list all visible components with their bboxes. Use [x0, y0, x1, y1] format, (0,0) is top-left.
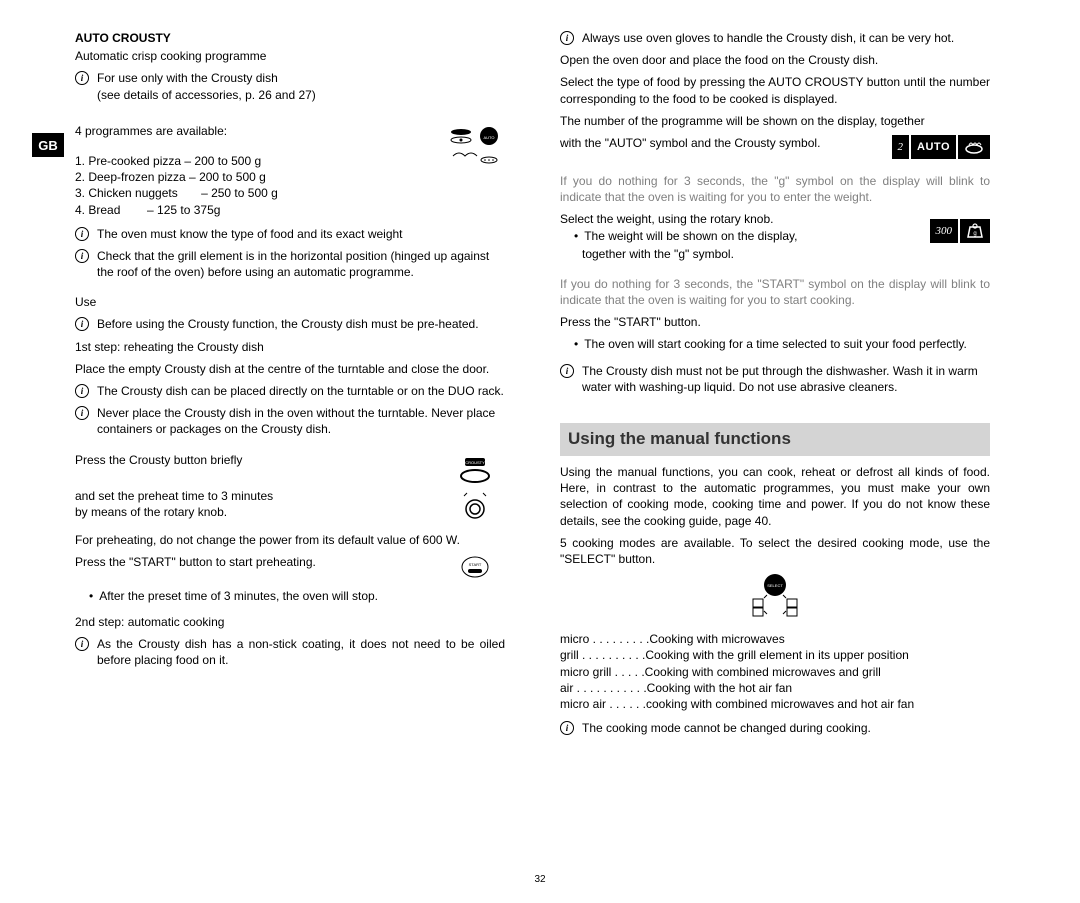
select-type: Select the type of food by pressing the …	[560, 74, 990, 106]
svg-text:AUTO: AUTO	[483, 135, 494, 140]
mode-air: air . . . . . . . . . . .Cooking with th…	[560, 680, 990, 696]
select-weight: Select the weight, using the rotary knob…	[560, 211, 928, 227]
rotary-knob-icon	[445, 488, 505, 524]
bullet-text: After the preset time of 3 minutes, the …	[99, 588, 378, 604]
mode-micro-grill: micro grill . . . . .Cooking with combin…	[560, 664, 990, 680]
info-grill-horizontal: Check that the grill element is in the h…	[75, 248, 505, 280]
info-text: The Crousty dish can be placed directly …	[97, 383, 505, 399]
prog-2: 2. Deep-frozen pizza – 200 to 500 g	[75, 169, 445, 185]
info-icon	[75, 637, 89, 651]
info-text: Check that the grill element is in the h…	[97, 248, 505, 280]
info-line2: (see details of accessories, p. 26 and 2…	[97, 88, 316, 102]
info-text: Always use oven gloves to handle the Cro…	[582, 30, 990, 46]
prog-1: 1. Pre-cooked pizza – 200 to 500 g	[75, 153, 445, 169]
info-icon	[75, 384, 89, 398]
use-label: Use	[75, 294, 505, 310]
heading-auto-crousty: Auto Crousty	[75, 30, 505, 46]
info-icon	[75, 71, 89, 85]
open-door: Open the oven door and place the food on…	[560, 52, 990, 68]
lcd-2: 2	[892, 135, 910, 159]
preheat-power: For preheating, do not change the power …	[75, 532, 505, 548]
cooking-modes-list: micro . . . . . . . . .Cooking with micr…	[560, 631, 990, 712]
info-line1: For use only with the Crousty dish	[97, 71, 278, 85]
press-crousty-row: Press the Crousty button briefly CROUSTY	[75, 452, 505, 488]
info-icon	[560, 721, 574, 735]
info-use-only: For use only with the Crousty dish (see …	[75, 70, 505, 102]
step-2: 2nd step: automatic cooking	[75, 614, 505, 630]
set-preheat-row: and set the preheat time to 3 minutes by…	[75, 488, 505, 524]
info-text: Before using the Crousty function, the C…	[97, 316, 505, 332]
press-start-button: Press the "START" button.	[560, 314, 990, 330]
lcd-auto: AUTO	[911, 135, 956, 159]
language-tab: GB	[32, 133, 64, 157]
select-weight-row: Select the weight, using the rotary knob…	[560, 211, 990, 262]
lcd-display-auto: 2 AUTO	[890, 135, 990, 159]
number-shown: The number of the programme will be show…	[560, 113, 990, 129]
with-auto-text: with the "AUTO" symbol and the Crousty s…	[560, 135, 820, 151]
start-button-icon: START	[445, 554, 505, 580]
info-turntable: The Crousty dish can be placed directly …	[75, 383, 505, 399]
info-preheat: Before using the Crousty function, the C…	[75, 316, 505, 332]
mode-micro: micro . . . . . . . . .Cooking with micr…	[560, 631, 990, 647]
mode-grill: grill . . . . . . . . . .Cooking with th…	[560, 647, 990, 663]
mode-micro-air: micro air . . . . . .cooking with combin…	[560, 696, 990, 712]
subtitle: Automatic crisp cooking programme	[75, 48, 505, 64]
manual-intro: Using the manual functions, you can cook…	[560, 464, 990, 529]
info-text: For use only with the Crousty dish (see …	[97, 70, 505, 102]
set-preheat-1: and set the preheat time to 3 minutes	[75, 488, 445, 504]
svg-text:CROUSTY: CROUSTY	[465, 460, 485, 465]
svg-text:START: START	[469, 562, 482, 567]
start-blink: If you do nothing for 3 seconds, the "ST…	[560, 276, 990, 308]
section-heading-manual: Using the manual functions	[560, 423, 990, 456]
info-text: Never place the Crousty dish in the oven…	[97, 405, 505, 437]
info-nonstick: As the Crousty dish has a non-stick coat…	[75, 636, 505, 668]
bullet-oven-start: The oven will start cooking for a time s…	[560, 336, 990, 352]
info-no-change-mode: The cooking mode cannot be changed durin…	[560, 720, 990, 736]
press-start-text: Press the "START" button to start prehea…	[75, 554, 445, 570]
crousty-programme-icon: AUTO	[445, 123, 505, 173]
svg-text:g: g	[973, 231, 976, 237]
lcd-300: 300	[930, 219, 959, 243]
info-text: The cooking mode cannot be changed durin…	[582, 720, 990, 736]
prog-3: 3. Chicken nuggets – 250 to 500 g	[75, 185, 445, 201]
g-blink: If you do nothing for 3 seconds, the "g"…	[560, 173, 990, 205]
crousty-button-icon: CROUSTY	[445, 452, 505, 488]
info-text: The Crousty dish must not be put through…	[582, 363, 990, 395]
bullet-weight-2: together with the "g" symbol.	[560, 246, 928, 262]
bullet-text: The weight will be shown on the display,	[584, 228, 797, 244]
lcd-crousty-icon	[958, 135, 990, 159]
step-1: 1st step: reheating the Crousty dish	[75, 339, 505, 355]
info-dishwasher: The Crousty dish must not be put through…	[560, 363, 990, 395]
info-icon	[75, 249, 89, 263]
info-text: As the Crousty dish has a non-stick coat…	[97, 636, 505, 668]
info-icon	[75, 317, 89, 331]
left-column: Auto Crousty Automatic crisp cooking pro…	[75, 30, 505, 675]
press-crousty-text: Press the Crousty button briefly	[75, 452, 445, 468]
info-icon	[560, 31, 574, 45]
bullet-after-preset: After the preset time of 3 minutes, the …	[75, 588, 505, 604]
right-column: Always use oven gloves to handle the Cro…	[560, 30, 990, 742]
page-number: 32	[0, 874, 1080, 885]
info-gloves: Always use oven gloves to handle the Cro…	[560, 30, 990, 46]
svg-text:SELECT: SELECT	[767, 583, 783, 588]
info-icon	[75, 227, 89, 241]
select-button-icon: SELECT	[560, 573, 990, 621]
press-start-row: Press the "START" button to start prehea…	[75, 554, 505, 580]
info-never-place: Never place the Crousty dish in the oven…	[75, 405, 505, 437]
bullet-weight-1: The weight will be shown on the display,	[560, 228, 928, 244]
info-icon	[75, 406, 89, 420]
lcd-weight-icon: g	[960, 219, 990, 243]
modes-available: 5 cooking modes are available. To select…	[560, 535, 990, 567]
info-text: The oven must know the type of food and …	[97, 226, 505, 242]
lcd-display-weight: 300 g	[928, 219, 991, 243]
prog-4: 4. Bread – 125 to 375g	[75, 202, 445, 218]
set-preheat-2: by means of the rotary knob.	[75, 504, 445, 520]
bullet-text: The oven will start cooking for a time s…	[584, 336, 990, 352]
info-icon	[560, 364, 574, 378]
place-empty: Place the empty Crousty dish at the cent…	[75, 361, 505, 377]
programmes-block: 4 programmes are available: 1. Pre-cooke…	[75, 123, 505, 218]
with-auto-row: with the "AUTO" symbol and the Crousty s…	[560, 135, 990, 159]
programmes-intro: 4 programmes are available:	[75, 123, 445, 139]
info-type-weight: The oven must know the type of food and …	[75, 226, 505, 242]
